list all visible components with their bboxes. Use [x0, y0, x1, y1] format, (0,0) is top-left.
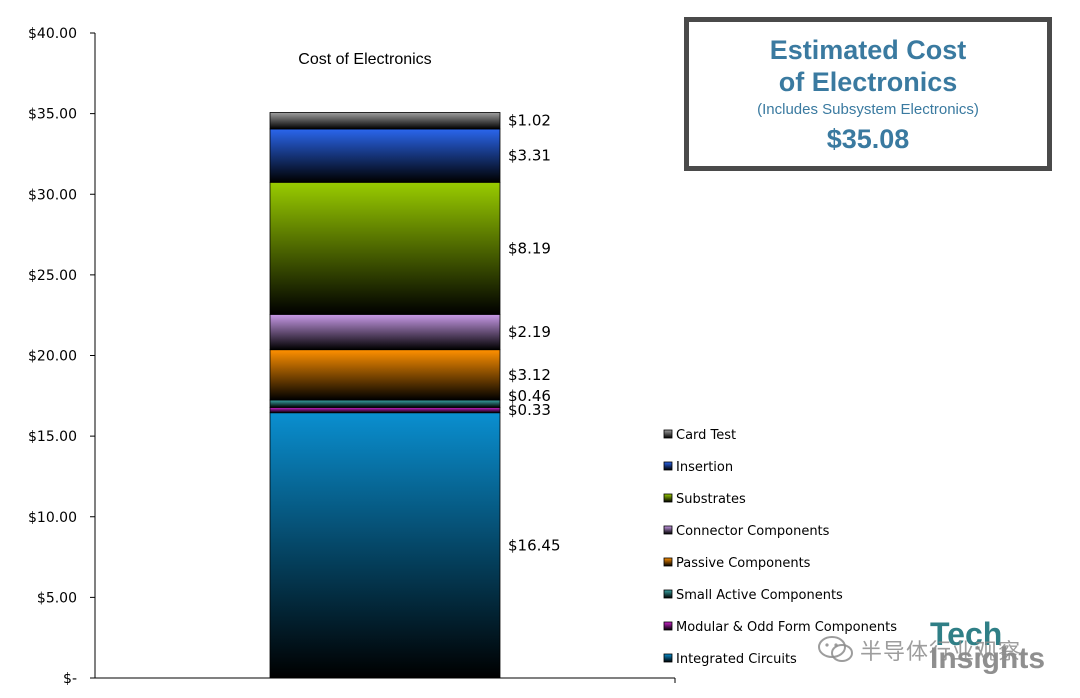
y-axis: $- $5.00 $10.00 $15.00 $20.00 $25.00 $30.00 $35…: [28, 26, 96, 687]
callout-line-1: Estimated Cost: [769, 35, 967, 65]
y-tick-label: $25.00: [28, 268, 77, 284]
legend-label-insertion: Insertion: [676, 460, 733, 475]
legend-swatch-integrated-circuits: [663, 653, 673, 663]
callout-total: $35.08: [826, 124, 910, 154]
chart-title: Cost of Electronics: [298, 51, 431, 68]
legend-swatch-substrates: [663, 493, 673, 503]
y-tick-label: $20.00: [28, 349, 77, 365]
legend-swatch-insertion: [663, 461, 673, 471]
legend-swatch-card-test: [663, 429, 673, 439]
estimated-cost-callout: Estimated Cost of Electronics (Includes …: [684, 17, 1052, 171]
legend-swatch-modular-and-odd-form-components: [663, 621, 673, 631]
legend-swatch-connector-components: [663, 525, 673, 535]
bar-segment-integrated-circuits: [269, 412, 501, 679]
bar-segment-modular-and-odd-form-components: [269, 407, 501, 414]
bar-segment-small-active-components: [269, 399, 501, 408]
y-tick-label: $15.00: [28, 429, 77, 445]
y-tick-label: $40.00: [28, 26, 77, 42]
y-tick-label: $-: [63, 671, 77, 687]
segment-value-label: $3.31: [508, 147, 551, 165]
y-tick-label: $5.00: [37, 590, 77, 606]
bar-segment-card-test: [269, 112, 501, 130]
segment-value-label: $16.45: [508, 536, 561, 554]
legend-label-integrated-circuits: Integrated Circuits: [676, 652, 797, 667]
legend: Card Test Insertion Substrates Connector Co…: [663, 428, 897, 667]
legend-label-connector-components: Connector Components: [676, 524, 830, 539]
x-axis: [95, 677, 676, 683]
segment-labels: $16.45 $0.33$0.46 $3.12 $2.19 $8.19 $3.31 $1.0…: [508, 112, 561, 555]
y-tick-label: $35.00: [28, 107, 77, 123]
bar-segment-substrates: [269, 181, 501, 315]
legend-label-substrates: Substrates: [676, 492, 746, 507]
segment-value-label: $0.46: [508, 387, 551, 405]
bar-segment-insertion: [269, 128, 501, 183]
legend-label-card-test: Card Test: [676, 428, 736, 443]
segment-value-label: $2.19: [508, 323, 551, 341]
segment-value-label: $8.19: [508, 239, 551, 257]
bar-segment-connector-components: [269, 313, 501, 351]
segment-value-label: $1.02: [508, 112, 551, 130]
legend-label-passive-components: Passive Components: [676, 556, 811, 571]
callout-subtitle: (Includes Subsystem Electronics): [757, 101, 979, 118]
segment-value-label: $0.33: [508, 401, 551, 419]
callout-line-2: of Electronics: [778, 67, 958, 97]
legend-swatch-passive-components: [663, 557, 673, 567]
segment-value-label: $3.12: [508, 366, 551, 384]
legend-swatch-small-active-components: [663, 589, 673, 599]
bar-segment-passive-components: [269, 349, 501, 401]
bar-stack: [269, 112, 501, 679]
y-tick-label: $10.00: [28, 510, 77, 526]
legend-label-modular-and-odd-form-components: Modular & Odd Form Components: [676, 620, 897, 635]
y-tick-label: $30.00: [28, 187, 77, 203]
legend-label-small-active-components: Small Active Components: [676, 588, 843, 603]
